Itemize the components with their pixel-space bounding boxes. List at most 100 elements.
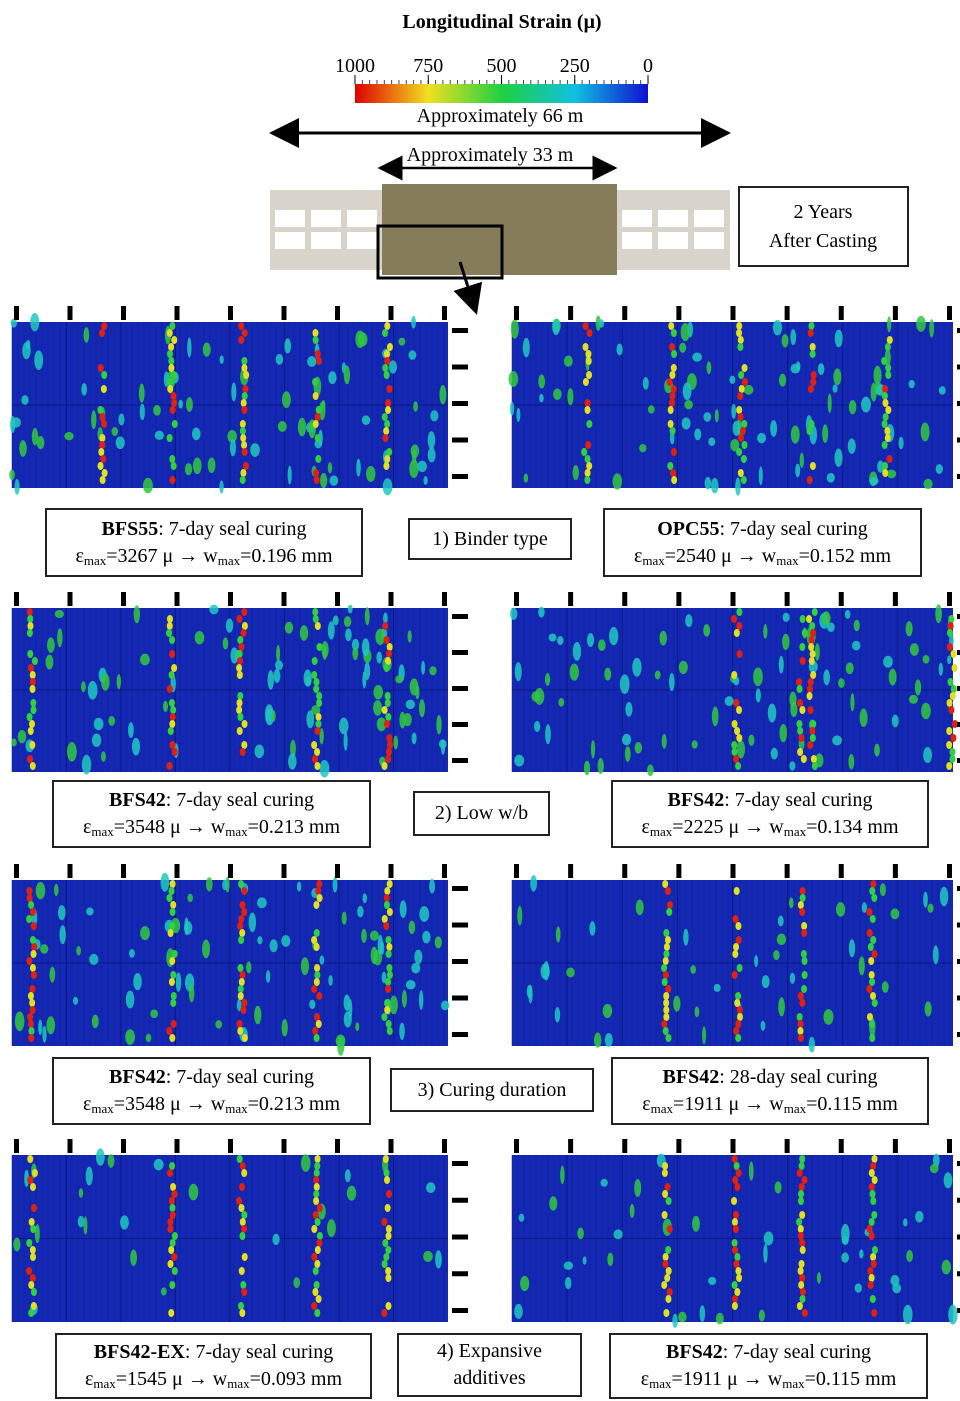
strain-spot bbox=[822, 611, 831, 625]
strain-spot bbox=[419, 906, 429, 922]
strain-spot bbox=[737, 740, 745, 758]
strain-spot bbox=[933, 945, 939, 964]
crack-spot bbox=[313, 901, 319, 909]
strain-spot bbox=[428, 431, 436, 449]
strain-spot bbox=[101, 751, 106, 762]
crack-width: 0.115 bbox=[817, 1093, 861, 1115]
crack-spot bbox=[583, 343, 589, 351]
crack-spot bbox=[866, 985, 872, 993]
crack-spot bbox=[386, 748, 392, 756]
crack-spot bbox=[808, 385, 814, 393]
strain-spot bbox=[556, 926, 561, 942]
crack-spot bbox=[315, 413, 321, 421]
crack-spot bbox=[381, 1218, 387, 1226]
crack-spot bbox=[384, 371, 390, 379]
crack-spot bbox=[797, 1302, 803, 1310]
strain-spot bbox=[249, 912, 257, 932]
unit: mm bbox=[860, 545, 891, 567]
crack-spot bbox=[169, 1162, 175, 1170]
strain-spot bbox=[257, 936, 262, 944]
crack-spot bbox=[732, 748, 738, 756]
crack-spot bbox=[382, 1260, 388, 1268]
crack-spot bbox=[170, 1239, 176, 1247]
colorbar-tick-label: 0 bbox=[643, 55, 653, 77]
crack-spot bbox=[240, 748, 246, 756]
strain-spot bbox=[614, 1229, 623, 1239]
crack-spot bbox=[796, 1218, 802, 1226]
strain-spot bbox=[125, 1029, 135, 1045]
symbol: ε bbox=[641, 1368, 649, 1390]
crack-spot bbox=[241, 406, 247, 414]
crack-spot bbox=[737, 1013, 743, 1021]
crack-spot bbox=[30, 1274, 36, 1282]
crack-spot bbox=[802, 629, 808, 637]
crack-spot bbox=[312, 657, 318, 665]
strain-spot bbox=[874, 744, 880, 757]
crack-spot bbox=[810, 671, 816, 679]
crack-spot bbox=[801, 929, 807, 937]
crack-spot bbox=[30, 1253, 36, 1261]
strain-spot bbox=[823, 1009, 833, 1025]
crack-spot bbox=[314, 1034, 320, 1042]
crack-spot bbox=[26, 1239, 32, 1247]
crack-spot bbox=[311, 1253, 317, 1261]
strain-spot bbox=[849, 400, 857, 414]
crack-spot bbox=[800, 615, 806, 623]
crack-spot bbox=[871, 1211, 877, 1219]
strain-spot bbox=[617, 344, 623, 356]
crack-spot bbox=[169, 720, 175, 728]
crack-spot bbox=[387, 741, 393, 749]
strain-spot bbox=[30, 313, 39, 331]
strain-spot bbox=[257, 897, 267, 908]
strain-spot bbox=[429, 666, 436, 675]
strain-spot bbox=[421, 661, 425, 675]
crack-spot bbox=[29, 741, 35, 749]
crack-spot bbox=[741, 476, 747, 484]
strain-spot bbox=[254, 744, 264, 758]
gauge-tick bbox=[442, 592, 447, 606]
symbol: ε bbox=[75, 545, 83, 567]
strain-spot bbox=[118, 413, 124, 425]
crack-spot bbox=[314, 748, 320, 756]
crack-spot bbox=[30, 1225, 36, 1233]
strain-spot bbox=[272, 1234, 279, 1245]
crack-spot bbox=[806, 427, 812, 435]
strain-spot bbox=[859, 956, 865, 975]
strain-spot bbox=[370, 931, 379, 941]
strain-spot bbox=[679, 343, 686, 353]
curing: : 7-day seal curing bbox=[719, 518, 867, 540]
crack-spot bbox=[312, 378, 318, 386]
crack-spot bbox=[239, 1232, 245, 1240]
unit: mm bbox=[867, 1093, 898, 1115]
strain-spot bbox=[800, 453, 804, 468]
crack-spot bbox=[869, 887, 875, 895]
strain-spot bbox=[220, 355, 224, 364]
gauge-tick bbox=[228, 1139, 233, 1153]
crack-spot bbox=[315, 434, 321, 442]
strain-spot bbox=[272, 710, 276, 722]
crack-spot bbox=[31, 706, 37, 714]
strain-spot bbox=[678, 1312, 687, 1323]
crack-spot bbox=[241, 908, 247, 916]
strain-spot bbox=[130, 1249, 137, 1265]
crack-spot bbox=[386, 1232, 392, 1240]
crack-spot bbox=[31, 1288, 37, 1296]
crack-spot bbox=[810, 734, 816, 742]
crack-spot bbox=[810, 378, 816, 386]
strain-spot bbox=[92, 1015, 99, 1029]
crack-spot bbox=[732, 1155, 738, 1163]
subscript: max bbox=[649, 1376, 671, 1391]
strain-spot bbox=[779, 724, 787, 742]
crack-spot bbox=[237, 713, 243, 721]
crack-spot bbox=[809, 636, 815, 644]
strain-spot bbox=[140, 654, 150, 666]
strain-spot bbox=[662, 734, 667, 749]
strain-spot bbox=[426, 1182, 435, 1193]
crack-spot bbox=[736, 608, 742, 616]
crack-spot bbox=[31, 1302, 37, 1310]
gauge-tick bbox=[452, 650, 468, 655]
gauge-tick bbox=[452, 923, 468, 928]
strain-spot bbox=[441, 1001, 449, 1011]
crack-spot bbox=[732, 1239, 738, 1247]
